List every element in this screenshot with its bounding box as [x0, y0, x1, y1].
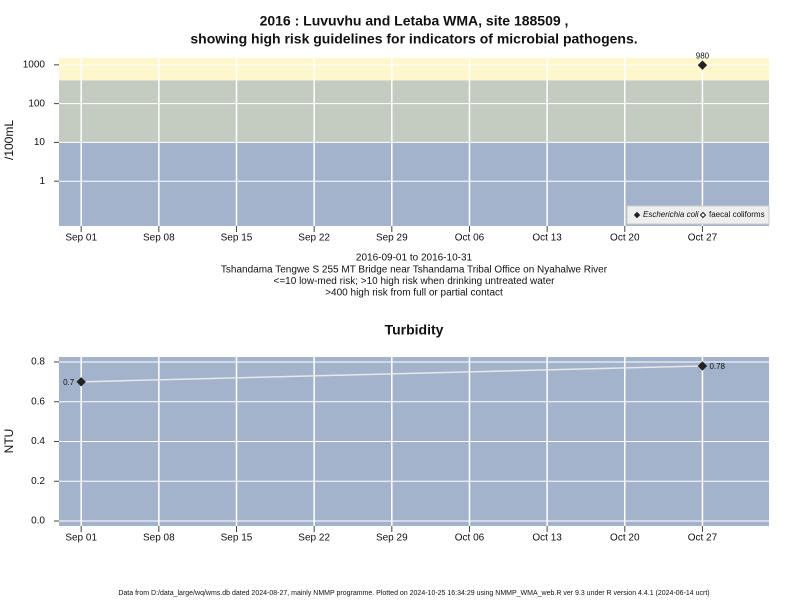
risk-band: [59, 58, 769, 81]
x-tick-label: Sep 22: [298, 533, 330, 544]
risk-band: [59, 80, 769, 143]
y-tick-label: 0.6: [31, 396, 45, 407]
x-tick-label: Sep 22: [298, 233, 330, 244]
legend-label: faecal coliforms: [709, 210, 765, 219]
data-label: 0.78: [709, 362, 725, 371]
x-tick-label: Oct 13: [532, 233, 562, 244]
data-label: 0.7: [63, 378, 75, 387]
series-line: [81, 365, 703, 383]
x-tick-label: Sep 15: [221, 533, 253, 544]
x-tick-label: Sep 08: [143, 533, 175, 544]
x-tick-label: Oct 13: [532, 533, 562, 544]
legend-marker: [633, 211, 641, 219]
legend-label: Escherichia coli: [643, 210, 699, 219]
chart-title: Turbidity: [385, 322, 444, 338]
x-tick-label: Oct 27: [688, 533, 718, 544]
x-tick-label: Oct 20: [610, 533, 640, 544]
note: Tshandama Tengwe S 255 MT Bridge near Ts…: [221, 264, 608, 275]
x-tick-label: Sep 08: [143, 233, 175, 244]
note: <=10 low-med risk; >10 high risk when dr…: [274, 276, 556, 287]
data-label: 980: [696, 51, 710, 60]
x-tick-label: Oct 06: [455, 233, 485, 244]
x-tick-label: Sep 01: [65, 533, 97, 544]
x-tick-label: Sep 29: [376, 533, 408, 544]
chart-title: 2016 : Luvuvhu and Letaba WMA, site 1885…: [260, 13, 569, 29]
y-tick-label: 0.0: [31, 516, 45, 527]
y-axis-label: NTU: [2, 429, 16, 454]
chart-title: showing high risk guidelines for indicat…: [190, 31, 637, 47]
data-point: [76, 377, 86, 387]
y-tick-label: 1: [39, 176, 45, 187]
y-tick-label: 0.4: [31, 436, 45, 447]
x-tick-label: Sep 29: [376, 233, 408, 244]
note: >400 high risk from full or partial cont…: [325, 288, 503, 299]
x-tick-label: Oct 06: [455, 533, 485, 544]
y-tick-label: 10: [34, 137, 46, 148]
x-tick-label: Oct 20: [610, 233, 640, 244]
data-point: [697, 60, 708, 70]
y-tick-label: 0.8: [31, 357, 45, 368]
footer: Data from D:/data_large/wq/wms.db dated …: [118, 590, 709, 597]
y-tick-label: 100: [28, 98, 45, 109]
legend-box: [626, 205, 770, 225]
y-axis-label: /100mL: [2, 120, 16, 160]
x-tick-label: Sep 01: [65, 233, 97, 244]
x-tick-label: Sep 15: [221, 233, 253, 244]
y-tick-label: 0.2: [31, 476, 45, 487]
x-tick-label: Oct 27: [688, 233, 718, 244]
data-point: [697, 361, 708, 371]
note: 2016-09-01 to 2016-10-31: [356, 253, 473, 264]
y-tick-label: 1000: [23, 59, 46, 70]
legend-marker: [699, 211, 707, 219]
